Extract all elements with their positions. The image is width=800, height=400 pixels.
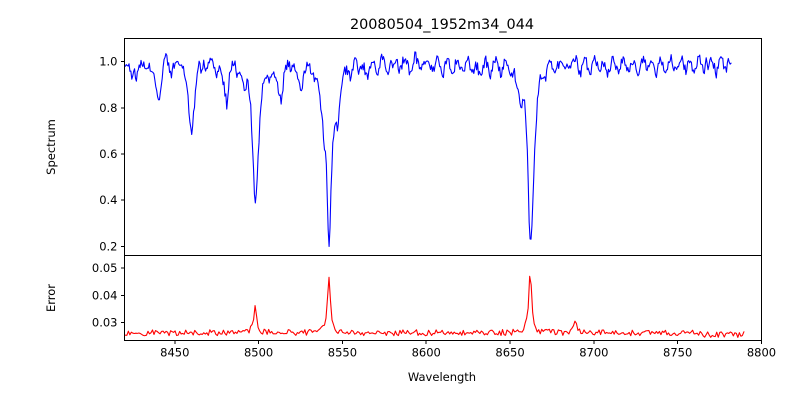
x-tick-label: 8550 — [328, 346, 357, 360]
x-tick-label: 8700 — [579, 346, 608, 360]
x-tick-label: 8650 — [495, 346, 524, 360]
error-x-ticks: 8450 8500 8550 8600 8650 8700 8750 8800 — [160, 340, 776, 360]
spectrum-y-tick-label: 0.4 — [99, 193, 117, 207]
spectrum-panel: 1.0 0.8 0.6 0.4 0.2 Spectrum — [44, 38, 762, 256]
error-y-tick-label: 0.03 — [92, 316, 118, 330]
spectrum-y-tick-label: 1.0 — [99, 55, 117, 69]
spectrum-data-line — [124, 51, 732, 247]
error-panel: 0.05 0.04 0.03 8450 8500 8550 8600 8650 8700 875… — [44, 255, 776, 384]
x-tick-label: 8600 — [412, 346, 441, 360]
error-y-tick-label: 0.04 — [92, 288, 118, 302]
x-tick-label: 8500 — [244, 346, 273, 360]
spectrum-y-axis-label: Spectrum — [44, 119, 58, 175]
x-axis-label: Wavelength — [408, 370, 476, 384]
error-axes-frame — [124, 255, 762, 341]
figure-title: 20080504_1952m34_044 — [350, 17, 534, 33]
x-tick-label: 8800 — [747, 346, 776, 360]
error-y-axis-label: Error — [44, 284, 58, 312]
error-y-ticks: 0.05 0.04 0.03 — [92, 261, 125, 330]
spectrum-y-tick-label: 0.6 — [99, 147, 117, 161]
error-data-line — [124, 275, 745, 338]
spectrum-y-tick-label: 0.2 — [99, 239, 117, 253]
x-tick-label: 8750 — [663, 346, 692, 360]
x-tick-label: 8450 — [160, 346, 189, 360]
spectrum-y-tick-label: 0.8 — [99, 101, 117, 115]
error-y-tick-label: 0.05 — [92, 261, 118, 275]
spectrum-y-ticks: 1.0 0.8 0.6 0.4 0.2 — [99, 55, 125, 253]
